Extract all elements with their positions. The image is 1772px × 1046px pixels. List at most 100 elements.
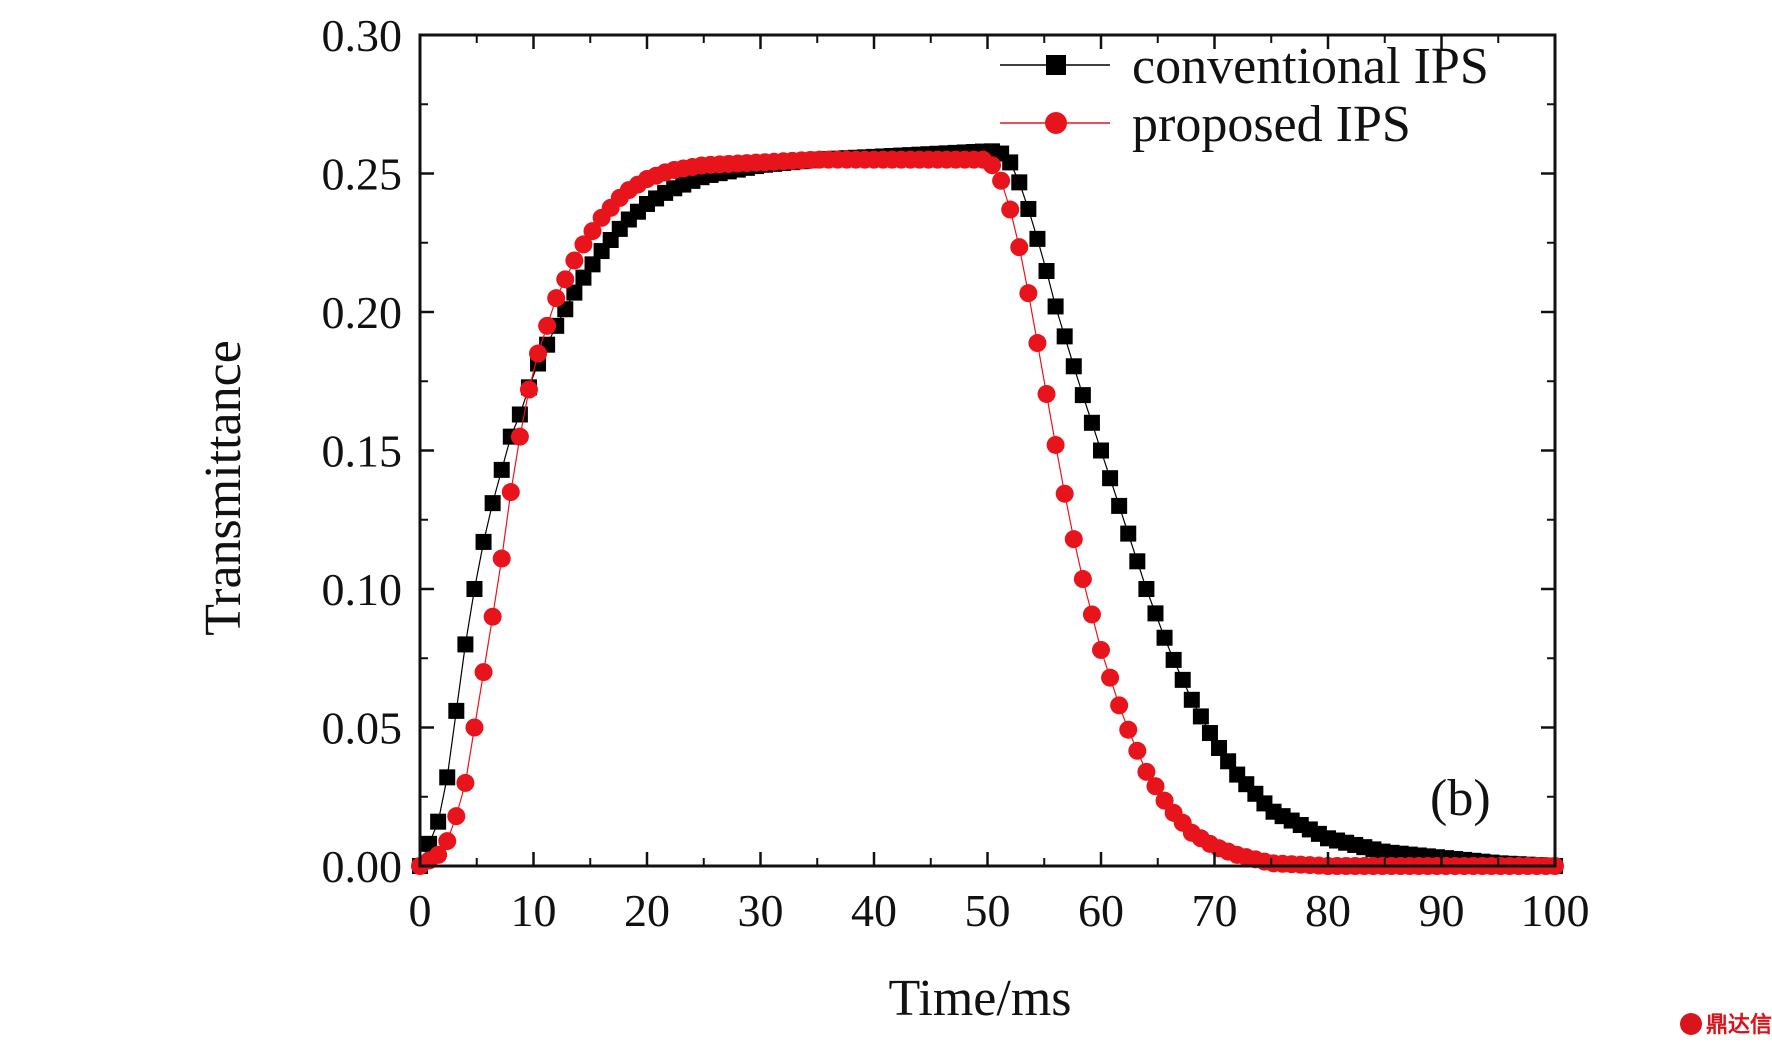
x-tick-label: 70 [1192, 885, 1238, 936]
data-point [484, 495, 501, 512]
data-point [1119, 720, 1138, 739]
series-layer [411, 143, 1564, 875]
data-point [1147, 605, 1164, 622]
data-point [474, 663, 493, 682]
y-tick-label: 0.30 [322, 10, 403, 61]
watermark-text: 鼎达信 [1706, 1012, 1772, 1038]
data-point [1037, 384, 1056, 403]
data-point [1174, 671, 1191, 688]
data-point [1029, 230, 1046, 247]
y-axis-title: Transmittance [195, 340, 252, 636]
data-point [519, 380, 538, 399]
data-point [429, 845, 448, 864]
data-point [1083, 414, 1100, 431]
data-point [1001, 200, 1020, 219]
data-point [457, 636, 474, 653]
data-point [483, 607, 502, 626]
x-tick-label: 60 [1078, 885, 1124, 936]
data-point [438, 832, 457, 851]
legend-label: conventional IPS [1132, 38, 1489, 95]
x-tick-label: 20 [624, 885, 670, 936]
data-point [1046, 435, 1065, 454]
data-point [1074, 387, 1091, 404]
data-point [1010, 238, 1029, 257]
watermark: 鼎达信 [1680, 1012, 1772, 1038]
watermark-logo-icon [1680, 1013, 1702, 1035]
data-point [1092, 640, 1110, 659]
y-tick-label: 0.25 [322, 149, 403, 200]
data-point [492, 549, 511, 568]
data-point [1102, 470, 1119, 487]
data-point [1183, 691, 1200, 708]
x-tick-label: 0 [409, 885, 432, 936]
data-point [439, 769, 456, 786]
data-point [510, 427, 529, 446]
data-point [493, 461, 510, 478]
data-point [1120, 525, 1137, 542]
data-point [583, 222, 602, 241]
series-proposed [411, 150, 1564, 875]
data-point [584, 256, 601, 273]
data-point [1146, 777, 1165, 796]
y-tick-label: 0.10 [322, 564, 403, 615]
data-point [574, 235, 593, 254]
data-point [1002, 154, 1019, 171]
data-point [1192, 708, 1209, 725]
data-point [1201, 725, 1218, 742]
x-tick-label: 30 [738, 885, 784, 936]
data-point [1055, 484, 1074, 503]
legend-entry: conventional IPS [1000, 38, 1489, 95]
data-point [556, 270, 575, 289]
data-point [1093, 442, 1109, 459]
y-tick-label: 0.15 [322, 426, 403, 477]
legend-label: proposed IPS [1132, 96, 1411, 153]
data-point [1129, 553, 1146, 570]
x-tick-label: 80 [1305, 885, 1351, 936]
data-point [1047, 298, 1064, 315]
y-tick-label: 0.05 [322, 703, 403, 754]
x-tick-label: 40 [851, 885, 897, 936]
x-axis-title: Time/ms [888, 970, 1071, 1027]
data-point [1156, 629, 1173, 646]
data-point [565, 251, 584, 270]
y-tick-label: 0.00 [322, 841, 403, 892]
data-point [1137, 762, 1156, 781]
data-point [538, 316, 557, 335]
data-point [566, 284, 583, 301]
data-point [1110, 696, 1129, 715]
data-point [1220, 753, 1237, 770]
data-point [1020, 200, 1037, 217]
data-point [1028, 334, 1047, 353]
data-point [1011, 174, 1028, 191]
x-tick-label: 90 [1419, 885, 1465, 936]
y-tick-label: 0.20 [322, 287, 403, 338]
data-point [1019, 284, 1038, 303]
data-point [466, 581, 483, 597]
legend-entry: proposed IPS [1000, 96, 1411, 153]
legend-marker-circle-icon [1045, 112, 1067, 134]
data-point [1056, 328, 1073, 345]
data-point [1138, 581, 1155, 597]
panel-label: (b) [1430, 770, 1491, 827]
data-point [447, 807, 466, 826]
x-tick-label: 10 [511, 885, 557, 936]
data-point [1038, 263, 1055, 280]
data-point [465, 718, 484, 737]
data-point [1111, 497, 1128, 514]
data-point [1211, 739, 1228, 756]
data-point [983, 156, 1002, 175]
data-point [1165, 651, 1182, 668]
data-point [475, 533, 492, 550]
data-point [501, 483, 520, 502]
x-tick-label: 100 [1521, 885, 1590, 936]
data-point [1128, 741, 1147, 760]
legend-marker-square-icon [1046, 55, 1066, 75]
data-point [547, 289, 566, 308]
x-tick-label: 50 [965, 885, 1011, 936]
data-point [529, 344, 548, 363]
data-point [1082, 605, 1101, 624]
data-point [1065, 358, 1082, 375]
data-point [575, 269, 592, 286]
